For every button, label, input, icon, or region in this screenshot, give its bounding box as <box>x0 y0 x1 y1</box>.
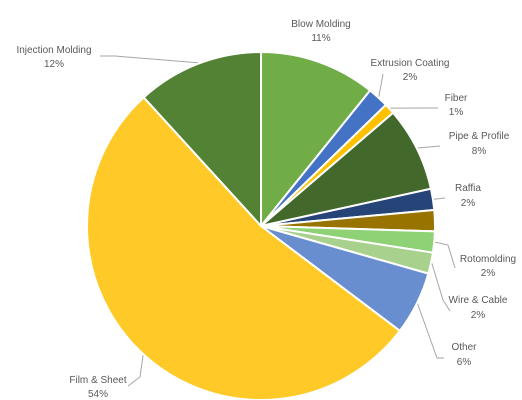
leader-line-other <box>417 303 444 359</box>
leader-line-injection-molding <box>100 55 198 64</box>
slice-percent-injection-molding: 12% <box>44 59 64 70</box>
leader-line-extrusion-coating <box>378 73 384 97</box>
slice-label-film-sheet: Film & Sheet <box>69 375 126 386</box>
slice-percent-film-sheet: 54% <box>88 389 108 400</box>
leader-line-film-sheet <box>127 355 144 387</box>
leader-line-rotomolding <box>435 241 456 269</box>
slice-percent-fiber: 1% <box>449 107 464 118</box>
pie-slice-film-sheet <box>86 95 402 400</box>
slice-percent-other: 6% <box>457 357 472 368</box>
slice-label-rotomolding: Rotomolding <box>460 254 516 265</box>
slice-label-injection-molding: Injection Molding <box>16 45 91 56</box>
slice-percent-wire-cable: 2% <box>471 310 486 321</box>
slice-label-extrusion-coating: Extrusion Coating <box>371 58 450 69</box>
slice-label-pipe-profile: Pipe & Profile <box>449 131 510 142</box>
pie-slice-blow-molding <box>260 50 372 229</box>
slice-label-wire-cable: Wire & Cable <box>449 295 508 306</box>
slice-label-blow-molding: Blow Molding <box>291 19 350 30</box>
slice-percent-raffia: 2% <box>461 198 476 209</box>
slice-percent-blow-molding: 11% <box>311 33 330 44</box>
leader-lines <box>100 55 456 387</box>
slice-percent-pipe-profile: 8% <box>472 146 487 157</box>
leader-line-wire-cable <box>431 263 451 312</box>
slice-percent-extrusion-coating: 2% <box>403 72 418 83</box>
pie-slices <box>86 50 437 400</box>
slice-label-fiber: Fiber <box>445 93 468 104</box>
slice-label-other: Other <box>451 342 477 353</box>
slice-percent-rotomolding: 2% <box>481 268 496 279</box>
pie-slice-injection-molding <box>142 50 262 229</box>
leader-line-raffia <box>433 197 446 200</box>
leader-line-pipe-profile <box>417 145 441 149</box>
slice-label-raffia: Raffia <box>455 183 481 194</box>
